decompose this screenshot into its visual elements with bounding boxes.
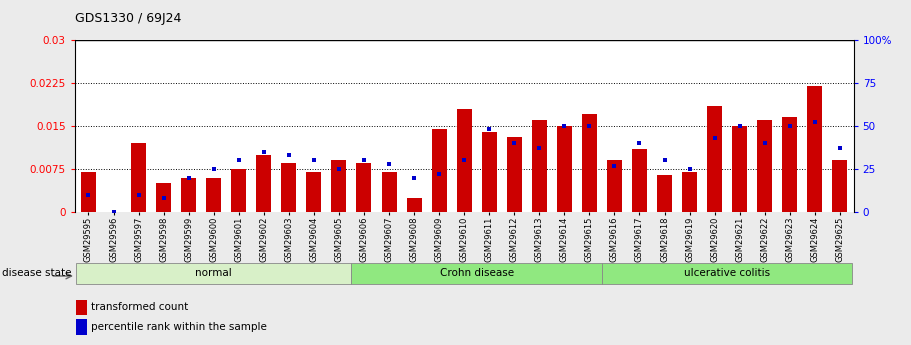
Bar (76, 299, 87, 315)
Text: disease state: disease state (2, 268, 71, 278)
Bar (757, 120, 773, 212)
Text: normal: normal (195, 268, 232, 278)
Bar (382, 172, 396, 212)
Bar (707, 106, 722, 212)
Bar (256, 155, 271, 212)
Bar (456, 109, 472, 212)
Bar (732, 126, 747, 212)
FancyBboxPatch shape (602, 263, 853, 284)
Text: GDS1330 / 69J24: GDS1330 / 69J24 (75, 12, 181, 25)
Bar (482, 132, 496, 212)
Text: percentile rank within the sample: percentile rank within the sample (91, 322, 267, 332)
Bar (557, 126, 572, 212)
Bar (81, 172, 96, 212)
Bar (281, 163, 296, 212)
Bar (181, 178, 196, 212)
Bar (783, 117, 797, 212)
Text: Crohn disease: Crohn disease (440, 268, 514, 278)
FancyBboxPatch shape (352, 263, 602, 284)
Bar (306, 172, 322, 212)
Bar (833, 160, 847, 212)
Bar (532, 120, 547, 212)
Bar (231, 169, 246, 212)
Text: transformed count: transformed count (91, 303, 188, 313)
Bar (406, 198, 422, 212)
Bar (206, 178, 221, 212)
Bar (507, 137, 522, 212)
FancyBboxPatch shape (76, 263, 352, 284)
Bar (332, 160, 346, 212)
Bar (607, 160, 622, 212)
Bar (582, 115, 597, 212)
Bar (76, 319, 87, 335)
Bar (807, 86, 823, 212)
Bar (131, 143, 146, 212)
Text: ulcerative colitis: ulcerative colitis (684, 268, 770, 278)
Bar (432, 129, 446, 212)
Bar (632, 149, 647, 212)
Bar (356, 163, 372, 212)
Bar (682, 172, 697, 212)
Bar (156, 184, 171, 212)
Bar (657, 175, 672, 212)
